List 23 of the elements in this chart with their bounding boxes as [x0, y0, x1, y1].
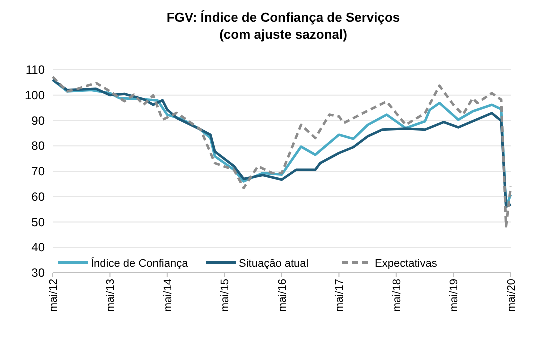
x-tick-label: mai/13 — [105, 279, 118, 312]
chart-title: FGV: Índice de Confiança de Serviços — [166, 10, 400, 25]
chart-subtitle: (com ajuste sazonal) — [220, 27, 348, 42]
x-tick-label: mai/17 — [334, 279, 346, 312]
y-tick-label: 60 — [32, 190, 46, 204]
x-tick-label: mai/16 — [277, 279, 289, 312]
y-tick-label: 50 — [32, 215, 46, 230]
x-tick-label: mai/20 — [506, 279, 518, 312]
y-tick-label: 110 — [26, 63, 46, 77]
x-tick-label: mai/14 — [162, 279, 174, 312]
y-tick-label: 80 — [32, 139, 46, 154]
x-tick-label: mai/19 — [448, 279, 461, 312]
y-tick-label: 70 — [32, 164, 46, 178]
x-tick-label: mai/12 — [48, 279, 60, 312]
y-tick-label: 90 — [32, 114, 46, 128]
y-tick-label: 100 — [24, 88, 46, 102]
x-tick-label: mai/18 — [391, 279, 404, 312]
y-tick-label: 40 — [32, 240, 46, 255]
legend-label: Situação atual — [239, 258, 309, 270]
legend-label: Índice de Confiança — [91, 257, 190, 270]
legend-label: Expectativas — [375, 258, 438, 270]
x-tick-label: mai/15 — [220, 279, 232, 312]
y-tick-label: 30 — [32, 266, 46, 280]
